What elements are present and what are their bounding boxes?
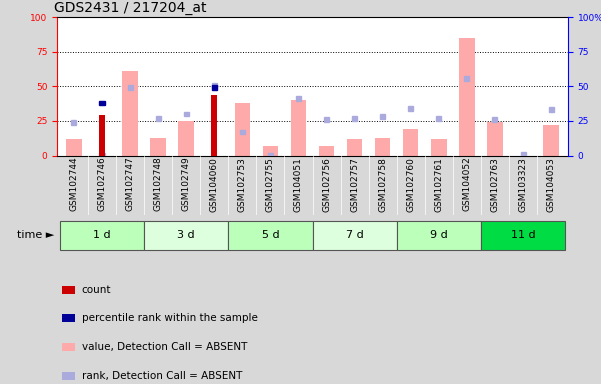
Text: GSM104060: GSM104060 [210, 157, 219, 212]
Bar [347, 139, 362, 156]
Bar [375, 137, 391, 156]
Bar [408, 106, 413, 111]
Bar [465, 76, 469, 81]
Bar [459, 38, 475, 156]
Text: GSM102748: GSM102748 [154, 157, 163, 212]
Text: GSM102761: GSM102761 [435, 157, 444, 212]
Bar [487, 122, 502, 156]
Bar [436, 116, 441, 121]
Bar [492, 117, 498, 122]
Bar [268, 153, 273, 158]
Bar [212, 83, 217, 88]
Bar [352, 116, 357, 121]
Text: GSM104053: GSM104053 [546, 157, 555, 212]
Text: GSM102756: GSM102756 [322, 157, 331, 212]
Bar [549, 108, 554, 113]
Bar [240, 130, 245, 134]
Bar [100, 153, 105, 158]
Bar [431, 139, 447, 156]
Text: GSM102755: GSM102755 [266, 157, 275, 212]
Bar [60, 220, 144, 250]
Bar [212, 85, 217, 90]
Bar [263, 146, 278, 156]
Text: 3 d: 3 d [177, 230, 195, 240]
Text: percentile rank within the sample: percentile rank within the sample [82, 313, 257, 323]
Bar [324, 117, 329, 122]
Bar [313, 220, 397, 250]
Bar [481, 220, 565, 250]
Bar [520, 152, 525, 157]
Bar [100, 101, 105, 106]
Bar [63, 372, 75, 380]
Bar [123, 71, 138, 156]
Bar [63, 343, 75, 351]
Text: GSM102744: GSM102744 [70, 157, 79, 211]
Bar [99, 116, 105, 156]
Bar [296, 96, 301, 101]
Bar [178, 121, 194, 156]
Bar [63, 286, 75, 294]
Bar [66, 139, 82, 156]
Bar [319, 146, 334, 156]
Text: 11 d: 11 d [511, 230, 535, 240]
Text: GSM102760: GSM102760 [406, 157, 415, 212]
Bar [72, 120, 76, 125]
Text: value, Detection Call = ABSENT: value, Detection Call = ABSENT [82, 342, 247, 352]
Text: GSM103323: GSM103323 [519, 157, 528, 212]
Text: rank, Detection Call = ABSENT: rank, Detection Call = ABSENT [82, 371, 242, 381]
Text: 7 d: 7 d [346, 230, 364, 240]
Text: GSM102763: GSM102763 [490, 157, 499, 212]
Bar [228, 220, 313, 250]
Bar [397, 220, 481, 250]
Text: 9 d: 9 d [430, 230, 448, 240]
Text: 5 d: 5 d [261, 230, 279, 240]
Bar [291, 100, 306, 156]
Bar [184, 112, 189, 116]
Text: GSM104052: GSM104052 [462, 157, 471, 212]
Text: GDS2431 / 217204_at: GDS2431 / 217204_at [54, 2, 207, 15]
Bar [127, 85, 133, 90]
Bar [403, 129, 418, 156]
Bar [63, 314, 75, 323]
Text: GSM104051: GSM104051 [294, 157, 303, 212]
Bar [211, 95, 218, 156]
Bar [234, 103, 250, 156]
Bar [543, 125, 559, 156]
Text: 1 d: 1 d [93, 230, 111, 240]
Bar [144, 220, 228, 250]
Bar [380, 114, 385, 119]
Text: GSM102757: GSM102757 [350, 157, 359, 212]
Bar [156, 116, 160, 121]
Bar [150, 137, 166, 156]
Text: GSM102758: GSM102758 [378, 157, 387, 212]
Text: GSM102747: GSM102747 [126, 157, 135, 212]
Text: GSM102746: GSM102746 [97, 157, 106, 212]
Text: count: count [82, 285, 111, 295]
Text: GSM102749: GSM102749 [182, 157, 191, 212]
Text: GSM102753: GSM102753 [238, 157, 247, 212]
Text: time ►: time ► [17, 230, 54, 240]
